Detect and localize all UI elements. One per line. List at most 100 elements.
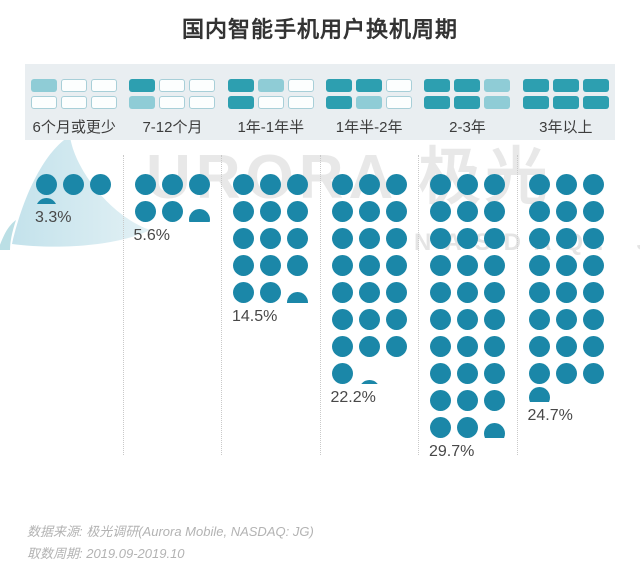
dot [430, 255, 452, 276]
dot-cell [427, 333, 454, 360]
dot-cell [356, 198, 383, 225]
category-group: 2-3年 [418, 64, 516, 140]
dot-cell [427, 306, 454, 333]
dot [484, 336, 506, 357]
dot-cell [230, 225, 257, 252]
dot [430, 282, 452, 303]
dot-cell [356, 380, 383, 387]
dot [331, 336, 353, 357]
dot-cell [356, 333, 383, 360]
dot [36, 198, 58, 204]
dot-cell [427, 360, 454, 387]
dot [484, 363, 506, 384]
dot-cell [580, 171, 607, 198]
dot-cell [553, 171, 580, 198]
percent-label: 24.7% [527, 407, 573, 424]
dot-cell [427, 171, 454, 198]
partial-dot [36, 198, 58, 204]
duration-unit-dark [356, 79, 383, 92]
duration-unit-empty [159, 79, 186, 92]
dot [484, 228, 506, 249]
dot-cell [230, 198, 257, 225]
dot [331, 309, 353, 330]
dot [287, 201, 309, 222]
dot [555, 309, 577, 330]
dot [528, 255, 550, 276]
partial-dot [484, 423, 506, 438]
dot-cell [481, 252, 508, 279]
dot-cell [526, 279, 553, 306]
dot-cell [257, 198, 284, 225]
dot-cell [526, 306, 553, 333]
dot [358, 380, 380, 384]
category-group: 3年以上 [517, 64, 615, 140]
dot-cell [257, 225, 284, 252]
category-label: 6个月或更少 [32, 119, 116, 136]
percent-label: 29.7% [429, 443, 475, 460]
dot-cell [284, 198, 311, 225]
dot-cell [356, 279, 383, 306]
dot [385, 228, 407, 249]
dot [528, 309, 550, 330]
category-label: 3年以上 [539, 119, 593, 136]
dot [287, 228, 309, 249]
duration-unit-dark [424, 96, 451, 109]
duration-unit-dark [129, 79, 156, 92]
dot-cell [329, 360, 356, 387]
duration-unit-empty [386, 79, 413, 92]
dot [555, 282, 577, 303]
dot-cell [427, 279, 454, 306]
dot-cell [454, 225, 481, 252]
partial-dot [287, 292, 309, 303]
dot-cell [526, 387, 553, 405]
partial-dot [528, 387, 550, 402]
duration-unit-light [484, 79, 511, 92]
percent-label: 22.2% [330, 389, 376, 406]
dot [385, 201, 407, 222]
dot [484, 309, 506, 330]
dot-column: 14.5% [221, 155, 320, 455]
category-group: 1年-1年半 [222, 64, 320, 140]
dot [582, 309, 604, 330]
duration-icon-grid [227, 79, 314, 109]
dot-cell [383, 279, 410, 306]
dot-cell [159, 171, 186, 198]
dot [134, 174, 156, 195]
dot-cell [186, 209, 213, 225]
dot-cell [230, 252, 257, 279]
dot-cell [284, 292, 311, 306]
dot [331, 201, 353, 222]
dot-cell [329, 279, 356, 306]
dot [457, 336, 479, 357]
dot [287, 255, 309, 276]
dot-cell [580, 306, 607, 333]
dot [358, 201, 380, 222]
dot [161, 201, 183, 222]
dot-cell [454, 387, 481, 414]
duration-unit-empty [91, 96, 118, 109]
dot [528, 336, 550, 357]
dot [233, 282, 255, 303]
duration-unit-dark [582, 96, 609, 109]
dot-cell [383, 333, 410, 360]
dot [385, 174, 407, 195]
duration-unit-dark [326, 79, 353, 92]
dot-cell [481, 279, 508, 306]
duration-unit-dark [522, 79, 549, 92]
dot [457, 174, 479, 195]
duration-unit-dark [227, 96, 254, 109]
dot-cell [159, 198, 186, 225]
duration-unit-empty [189, 96, 216, 109]
dot [484, 201, 506, 222]
dot [430, 201, 452, 222]
dot [358, 309, 380, 330]
dot-cell [481, 333, 508, 360]
dot [484, 255, 506, 276]
dot [233, 174, 255, 195]
dot [555, 174, 577, 195]
dot-cell [454, 279, 481, 306]
dot-cell [33, 198, 60, 207]
dot [582, 228, 604, 249]
percent-label: 3.3% [35, 209, 72, 226]
duration-unit-dark [424, 79, 451, 92]
